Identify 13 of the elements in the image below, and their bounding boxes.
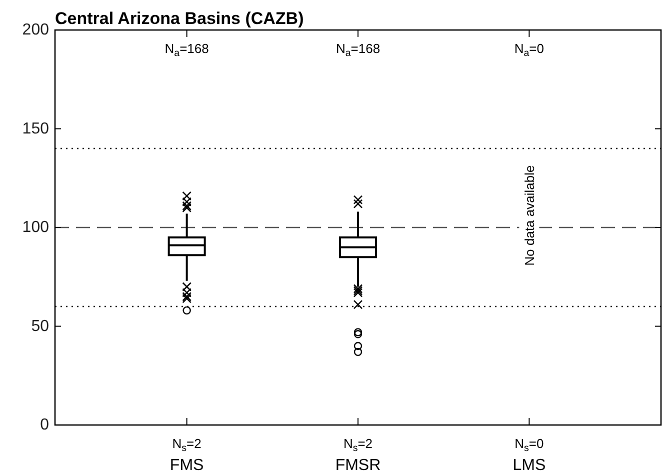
y-tick-label: 200 — [22, 22, 50, 38]
y-tick-label: 150 — [22, 120, 50, 138]
y-tick-label: 50 — [31, 318, 50, 335]
x-tick-label: N$_{s}$=2 FMS — [170, 436, 204, 474]
x-tick-label: N$_{s}$=0 LMS — [512, 436, 546, 474]
annotation: N$_{a}$=0 — [514, 40, 544, 59]
y-tick-label: 100 — [22, 219, 50, 236]
chart-title: Central Arizona Basins (CAZB) — [55, 9, 304, 28]
annotation: N$_{a}$=168 — [164, 40, 209, 59]
annotation: N$_{a}$=168 — [336, 40, 380, 59]
annotation: No data available — [522, 165, 537, 266]
y-tick-label: 0 — [40, 416, 50, 434]
x-tick-label: N$_{s}$=2 FMSR — [335, 436, 381, 474]
